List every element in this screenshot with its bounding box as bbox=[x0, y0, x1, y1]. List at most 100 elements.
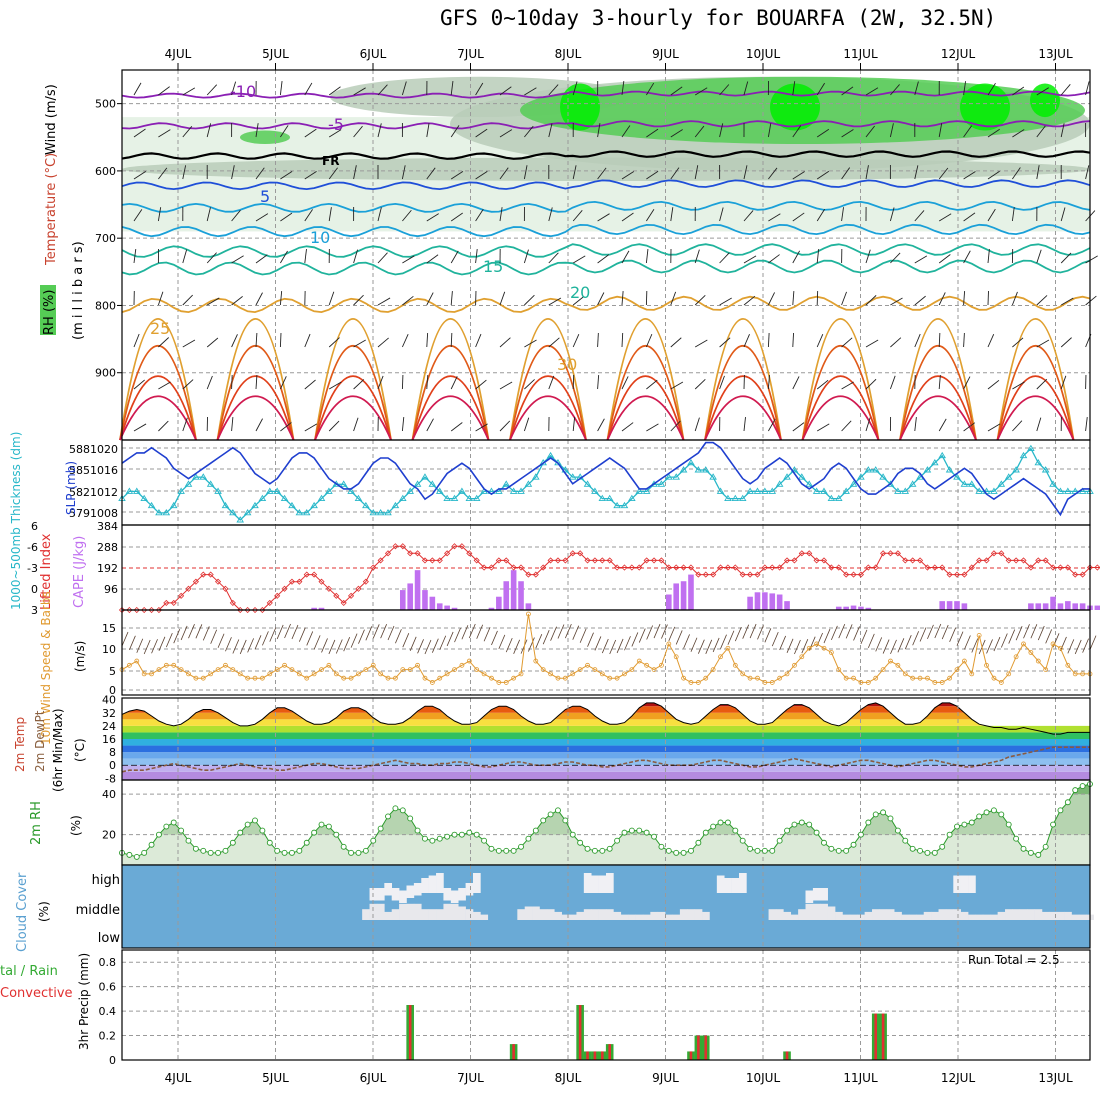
rh2m-point bbox=[784, 827, 790, 834]
thickness-point bbox=[894, 487, 902, 494]
wind10-barb bbox=[808, 636, 816, 651]
wind-barb bbox=[1060, 123, 1065, 138]
thickness-point bbox=[509, 487, 518, 494]
wind10-barb bbox=[1082, 638, 1089, 653]
rh2m-point bbox=[207, 849, 214, 856]
wind10-barb bbox=[986, 639, 993, 654]
thickness-point bbox=[687, 458, 695, 466]
wind-barb bbox=[890, 252, 901, 264]
rh2m-point bbox=[444, 833, 451, 840]
temp-hot-band bbox=[122, 702, 1090, 707]
wind10-barb bbox=[860, 629, 868, 645]
wind-barb bbox=[158, 129, 171, 138]
wind-barb bbox=[743, 210, 754, 222]
rh2m-point bbox=[466, 829, 473, 836]
wind-barb bbox=[499, 420, 511, 432]
date-label-bottom: 8JUL bbox=[555, 1071, 582, 1085]
wind10-barb bbox=[794, 639, 801, 655]
wind-barb bbox=[670, 420, 681, 432]
isotherm-arc bbox=[314, 395, 392, 441]
lifted-index-point bbox=[229, 599, 236, 606]
rh2m-point bbox=[636, 827, 643, 834]
thickness-point bbox=[879, 473, 887, 480]
precip-conv-bar bbox=[704, 1035, 708, 1060]
isotherm-arc bbox=[314, 375, 392, 441]
lifted-index-point bbox=[444, 550, 451, 557]
lifted-index-point bbox=[621, 564, 628, 571]
wind10-barb bbox=[1089, 635, 1097, 650]
cloud-mid-clear bbox=[1005, 909, 1013, 920]
wind-barb bbox=[377, 337, 389, 348]
cloud-high-clear bbox=[391, 888, 400, 901]
cape-bar bbox=[518, 581, 524, 610]
precip-conv-bar bbox=[512, 1044, 515, 1060]
wind10-barb bbox=[424, 639, 432, 655]
wind10-speed-point bbox=[607, 675, 613, 681]
temp-hot-band bbox=[122, 712, 1090, 720]
thickness-point bbox=[221, 501, 230, 509]
cloud-high-clear bbox=[443, 888, 452, 901]
wind-barb bbox=[694, 125, 705, 138]
wind-barb bbox=[524, 379, 535, 390]
cape-bar bbox=[510, 570, 517, 610]
wind-barb bbox=[1060, 297, 1074, 306]
rh2m-point bbox=[510, 847, 517, 854]
isotherm-line bbox=[121, 150, 1091, 160]
wind10-barb bbox=[727, 630, 735, 645]
wind10-speed-point bbox=[156, 667, 162, 673]
wind10-barb bbox=[941, 624, 949, 640]
wind10-barb bbox=[631, 632, 639, 647]
wind-barb bbox=[206, 297, 220, 306]
cape-bar bbox=[429, 596, 436, 610]
wind-barb bbox=[914, 165, 919, 180]
cloud-mid-clear bbox=[362, 909, 370, 920]
isotherm-line bbox=[121, 259, 1091, 276]
rh2m-point bbox=[185, 837, 192, 844]
isotherm-line bbox=[121, 90, 1091, 99]
thickness-point bbox=[310, 501, 318, 509]
thickness-point bbox=[155, 508, 163, 516]
isotherm-label: FR bbox=[322, 154, 339, 168]
wind10-speed-point bbox=[1021, 641, 1026, 647]
lifted-index-point bbox=[783, 557, 791, 564]
wind-barb bbox=[938, 332, 941, 348]
wind-barb bbox=[1036, 165, 1040, 180]
thickness-point bbox=[886, 480, 895, 487]
lifted-index-point bbox=[961, 571, 968, 578]
lifted-index-point bbox=[1042, 557, 1049, 564]
wind-barb bbox=[1011, 291, 1018, 306]
cloud-mid-clear bbox=[1041, 911, 1050, 920]
cape-bar bbox=[754, 592, 761, 610]
cape-bar bbox=[503, 581, 510, 610]
rh2m-point bbox=[717, 819, 724, 826]
thickness-point bbox=[398, 494, 407, 502]
lifted-index-axis-label: Lifted Index bbox=[39, 533, 54, 610]
thickness-point bbox=[598, 494, 607, 502]
wind10-barb bbox=[188, 624, 195, 639]
rh-blob bbox=[560, 83, 600, 131]
cape-bar bbox=[769, 593, 776, 610]
wind-barb bbox=[865, 378, 877, 390]
rh2m-point bbox=[577, 839, 584, 846]
cape-bar bbox=[399, 590, 406, 610]
run-total: Run Total = 2.5 bbox=[968, 953, 1060, 967]
wind10-speed-point bbox=[496, 680, 502, 685]
wind-barb bbox=[377, 375, 384, 390]
wind10-barb bbox=[823, 628, 831, 644]
lifted-index-point bbox=[990, 550, 998, 557]
lifted-index-point bbox=[754, 571, 761, 578]
rh2m-point bbox=[1035, 851, 1042, 858]
wind10-speed-point bbox=[511, 675, 517, 681]
wind-barb bbox=[1036, 249, 1042, 264]
rh2m-point bbox=[229, 839, 236, 846]
rh2m-point bbox=[1013, 835, 1020, 842]
slp-tick-label: 1008 bbox=[90, 507, 118, 520]
lifted-index-point bbox=[399, 543, 406, 550]
thickness-point bbox=[628, 494, 636, 502]
cloud-mid-clear bbox=[539, 909, 548, 920]
cloud-mid-clear bbox=[532, 906, 540, 920]
wind-barb bbox=[524, 87, 537, 96]
wind-barb bbox=[426, 123, 430, 138]
li-tick-label: -6 bbox=[27, 541, 38, 554]
thickness-tick-label: 579 bbox=[69, 507, 90, 520]
